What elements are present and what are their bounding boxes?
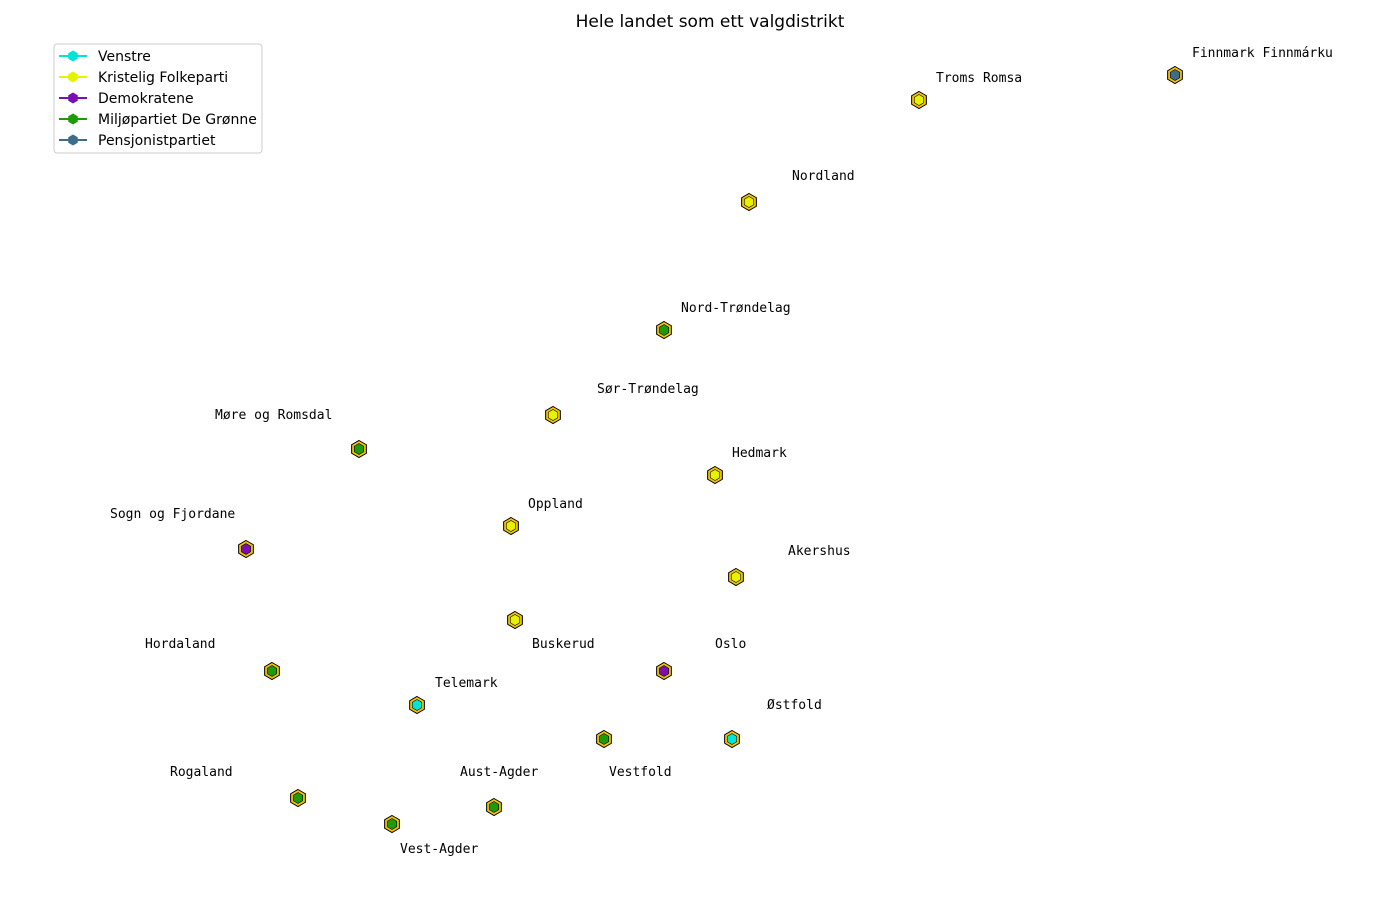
district-label: Nordland — [792, 169, 855, 184]
district-marker — [658, 324, 670, 336]
legend-frame — [53, 43, 263, 154]
district-marker — [353, 443, 365, 455]
district-label: Sogn og Fjordane — [110, 507, 235, 522]
district-marker — [913, 94, 925, 106]
district-labels: Finnmark Finnmárku Troms Romsa Nordland Nor… — [110, 46, 1333, 857]
legend-label: Pensjonistpartiet — [98, 133, 216, 149]
district-label: Finnmark Finnmárku — [1192, 46, 1333, 61]
district-label: Oppland — [528, 497, 583, 512]
district-label: Hordaland — [145, 637, 215, 652]
district-label: Rogaland — [170, 765, 233, 780]
legend-marker — [68, 113, 78, 125]
district-marker — [488, 801, 500, 813]
district-marker — [266, 665, 278, 677]
district-marker — [240, 543, 252, 555]
district-label: Vestfold — [609, 765, 672, 780]
district-label: Nord-Trøndelag — [681, 301, 791, 316]
district-marker — [411, 699, 423, 711]
legend-label: Demokratene — [98, 91, 194, 107]
district-marker — [547, 409, 559, 421]
legend-label: Kristelig Folkeparti — [98, 70, 228, 86]
district-marker — [709, 469, 721, 481]
district-label: Møre og Romsdal — [215, 408, 332, 423]
district-markers — [238, 65, 1183, 834]
legend-marker — [68, 134, 78, 146]
legend-marker — [68, 92, 78, 104]
legend-marker — [68, 50, 78, 62]
legend-label: Miljøpartiet De Grønne — [98, 112, 257, 128]
district-label: Aust-Agder — [460, 765, 538, 780]
district-marker — [386, 818, 398, 830]
district-label: Hedmark — [732, 446, 787, 461]
district-label: Oslo — [715, 637, 746, 652]
district-marker — [730, 571, 742, 583]
district-marker — [505, 520, 517, 532]
district-marker — [598, 733, 610, 745]
district-label: Akershus — [788, 544, 851, 559]
district-marker — [509, 614, 521, 626]
district-label: Østfold — [767, 698, 822, 713]
district-label: Telemark — [435, 676, 498, 691]
legend-marker — [68, 71, 78, 83]
district-marker — [1169, 69, 1181, 81]
chart-title: Hele landet som ett valgdistrikt — [575, 12, 845, 32]
district-marker — [726, 733, 738, 745]
legend: Venstre Kristelig Folkeparti Demokratene Mi… — [53, 43, 263, 154]
district-marker — [658, 665, 670, 677]
district-marker — [292, 792, 304, 804]
district-label: Sør-Trøndelag — [597, 382, 699, 397]
legend-label: Venstre — [98, 49, 151, 65]
district-marker — [743, 196, 755, 208]
district-label: Vest-Agder — [400, 842, 478, 857]
district-label: Buskerud — [532, 637, 595, 652]
district-label: Troms Romsa — [936, 71, 1022, 86]
